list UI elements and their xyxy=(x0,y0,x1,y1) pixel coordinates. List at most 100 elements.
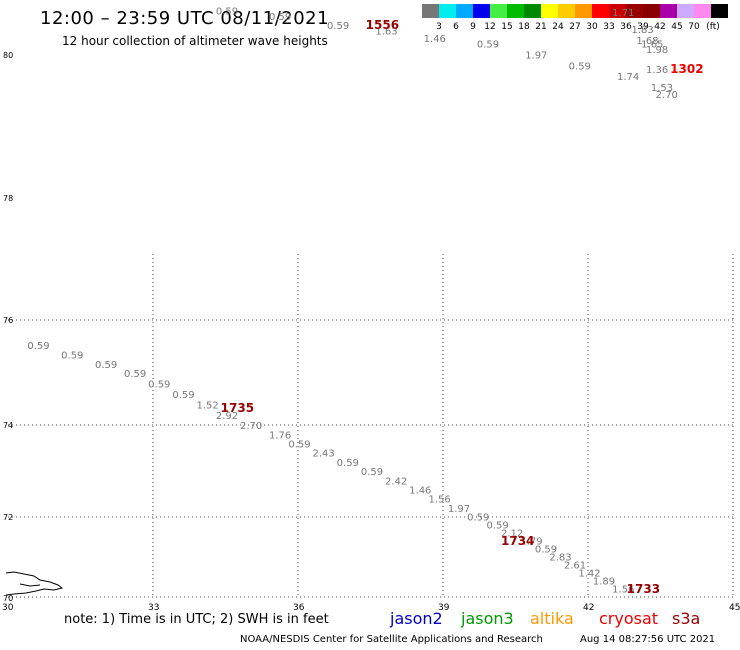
coastline xyxy=(5,571,64,596)
color-scale-label: 3 xyxy=(436,22,442,32)
wave-height-label: 0.59 xyxy=(27,341,49,352)
wave-height-label: 0.59 xyxy=(216,6,238,17)
map-subtitle: 12 hour collection of altimeter wave hei… xyxy=(62,34,328,48)
color-swatch xyxy=(541,4,558,18)
wave-height-label: 1.56 xyxy=(612,585,634,596)
wave-height-label: 1.56 xyxy=(429,495,451,506)
color-swatch xyxy=(524,4,541,18)
color-scale-label: 45 xyxy=(671,22,683,32)
pass-time-label: 1735 xyxy=(221,401,254,415)
longitude-tick-label: 42 xyxy=(583,603,594,613)
wave-height-label: 2.43 xyxy=(313,449,335,460)
color-swatch xyxy=(507,4,524,18)
wave-height-label: 2.70 xyxy=(656,90,678,101)
color-scale-label: 36 xyxy=(620,22,632,32)
wave-height-labels: 0.590.590.590.590.590.591.522.922.701.76… xyxy=(27,6,678,595)
wave-height-label: 2.92 xyxy=(216,411,238,422)
wave-height-color-scale: 3 6 9 12 15 18 21 24 27 30 33 36 39 42 45 70 (ft) xyxy=(422,4,728,32)
latitude-tick-label: 74 xyxy=(3,421,13,430)
color-swatch xyxy=(711,4,728,18)
color-scale-label: 30 xyxy=(586,22,598,32)
color-scale-label: 15 xyxy=(501,22,513,32)
wave-height-label: 1.98 xyxy=(646,45,668,56)
longitude-tick-label: 36 xyxy=(293,603,305,613)
longitude-tick-label: 45 xyxy=(729,603,740,613)
wave-height-label: 0.59 xyxy=(148,380,170,391)
map-title: 12:00 – 23:59 UTC 08/11/2021 xyxy=(40,8,330,29)
pass-time-label: 1556 xyxy=(366,18,399,32)
wave-height-label: 0.59 xyxy=(269,12,291,23)
color-swatch xyxy=(575,4,592,18)
wave-height-label: 0.59 xyxy=(95,360,117,371)
color-scale-label: 33 xyxy=(603,22,615,32)
color-swatch xyxy=(422,4,439,18)
wave-height-label: 1.83 xyxy=(632,25,654,36)
color-swatch xyxy=(558,4,575,18)
coastline-path xyxy=(5,571,64,596)
color-swatch xyxy=(694,4,711,18)
wave-height-label: 0.59 xyxy=(361,467,383,478)
color-swatch xyxy=(677,4,694,18)
legend-cryosat: cryosat xyxy=(599,609,659,628)
color-scale-label: 70 xyxy=(688,22,700,32)
wave-height-label: 2.70 xyxy=(240,421,262,432)
wave-height-label: 0.59 xyxy=(569,61,591,72)
generated-timestamp: Aug 14 08:27:56 UTC 2021 xyxy=(580,634,716,645)
color-scale-label: (ft) xyxy=(706,22,720,32)
color-scale-swatches xyxy=(422,4,728,18)
wave-height-label: 1.74 xyxy=(617,72,639,83)
latitude-tick-label: 76 xyxy=(3,316,13,325)
latitude-tick-label: 72 xyxy=(3,513,13,522)
wave-height-label: 1.65 xyxy=(641,40,663,51)
footnote: note: 1) Time is in UTC; 2) SWH is in fe… xyxy=(64,612,329,627)
color-scale-labels: 3 6 9 12 15 18 21 24 27 30 33 36 39 42 45 70 (ft) xyxy=(422,22,740,36)
longitude-tick-label: 30 xyxy=(2,603,14,613)
color-swatch xyxy=(473,4,490,18)
wave-height-label: 2.83 xyxy=(549,553,571,564)
wave-height-label: 1.36 xyxy=(646,65,668,76)
wave-height-label: 1.42 xyxy=(578,569,600,580)
credit-line: NOAA/NESDIS Center for Satellite Applica… xyxy=(240,634,543,645)
color-scale-label: 6 xyxy=(453,22,459,32)
longitude-tick-label: 39 xyxy=(438,603,450,613)
wave-height-label: 2.12 xyxy=(501,529,523,540)
color-swatch xyxy=(592,4,609,18)
legend-s3a: s3a xyxy=(672,609,701,628)
color-swatch xyxy=(456,4,473,18)
wave-height-label: 2.61 xyxy=(564,561,586,572)
wave-height-label: 1.46 xyxy=(424,34,446,45)
wave-height-label: 1.76 xyxy=(269,430,291,441)
color-scale-label: 9 xyxy=(470,22,476,32)
wave-height-label: 0.59 xyxy=(327,21,349,32)
wave-height-label: 1.63 xyxy=(375,27,397,38)
wave-height-label: 0.59 xyxy=(61,350,83,361)
color-scale-label: 18 xyxy=(518,22,530,32)
color-swatch xyxy=(439,4,456,18)
color-scale-label: 24 xyxy=(552,22,564,32)
wave-height-label: 0.59 xyxy=(535,545,557,556)
wave-height-label: 1.52 xyxy=(197,401,219,412)
color-swatch xyxy=(609,4,626,18)
wave-height-label: 1.68 xyxy=(636,36,658,47)
graticule xyxy=(8,254,734,598)
legend-jason3: jason3 xyxy=(461,609,514,628)
wave-height-label: 1.71 xyxy=(612,8,634,19)
color-swatch xyxy=(643,4,660,18)
color-swatch xyxy=(490,4,507,18)
wave-height-label: 0.59 xyxy=(288,440,310,451)
axis-ticks: 30 33 36 39 42 45 80 78 76 74 72 70 xyxy=(2,51,740,613)
pass-time-label: 1734 xyxy=(501,534,534,548)
color-scale-label: 39 xyxy=(637,22,649,32)
wave-height-label: 1.97 xyxy=(525,51,547,62)
wave-height-label: 0.59 xyxy=(477,40,499,51)
wave-height-label: 0.59 xyxy=(337,458,359,469)
color-swatch xyxy=(626,4,643,18)
color-scale-label: 12 xyxy=(484,22,496,32)
wave-height-label: 2.42 xyxy=(385,476,407,487)
latitude-tick-label: 70 xyxy=(3,594,13,603)
pass-time-label: 1302 xyxy=(670,62,703,76)
latitude-tick-label: 78 xyxy=(3,194,13,203)
wave-height-label: 0.59 xyxy=(467,513,489,524)
color-swatch xyxy=(660,4,677,18)
